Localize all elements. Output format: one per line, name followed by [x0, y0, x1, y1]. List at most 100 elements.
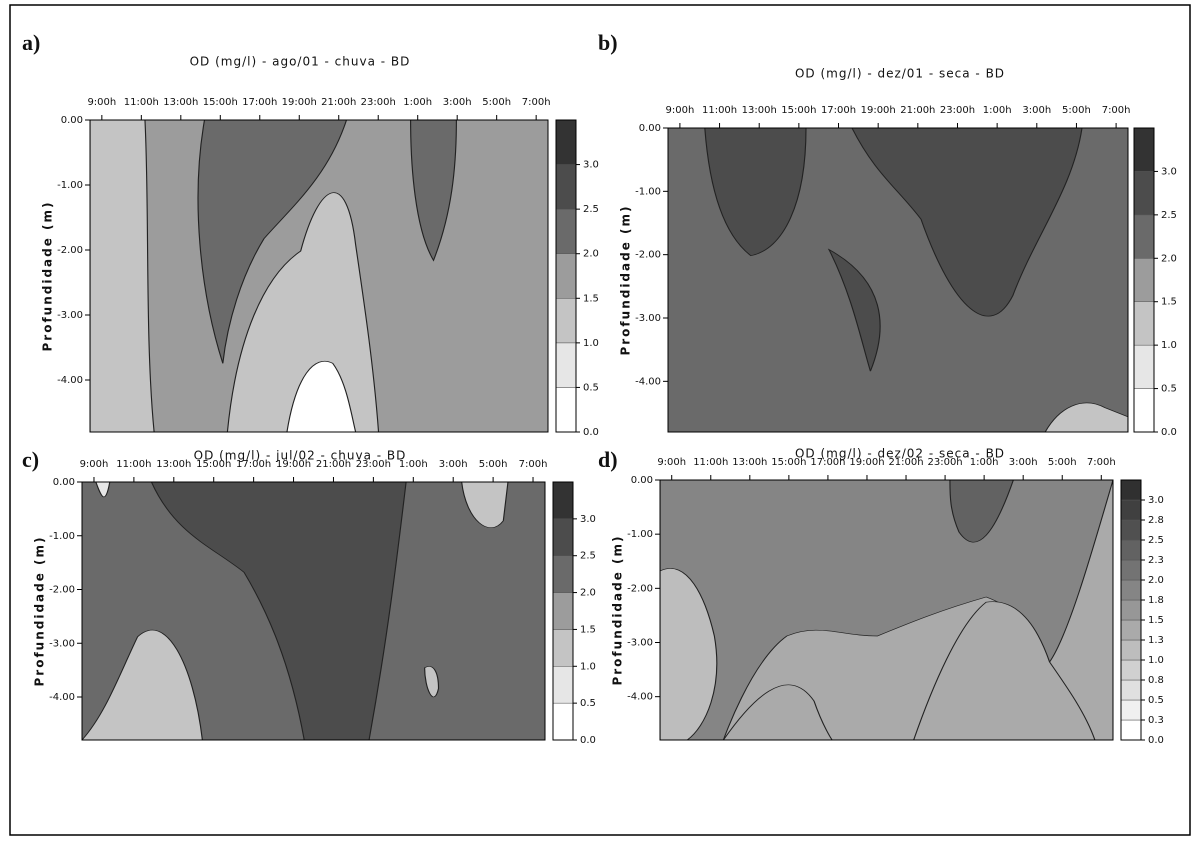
- y-tick-label: -4.00: [635, 376, 661, 387]
- x-tick-label: 15:00h: [781, 105, 816, 116]
- contour-region: [82, 629, 203, 740]
- chart-title: OD (mg/l) - jul/02 - chuva - BD: [194, 449, 407, 463]
- x-tick-label: 11:00h: [116, 459, 151, 470]
- y-tick-label: -3.00: [49, 638, 75, 649]
- contour-area: [82, 482, 545, 740]
- colorbar-band: [1133, 127, 1155, 172]
- colorbar-band: [555, 253, 577, 299]
- x-tick-label: 7:00h: [519, 459, 548, 470]
- x-tick-label: 21:00h: [888, 457, 923, 468]
- colorbar-band: [555, 164, 577, 210]
- y-tick-label: -1.00: [635, 186, 661, 197]
- contour-region: [286, 360, 357, 432]
- colorbar-tick-label: 2.3: [1148, 555, 1164, 566]
- colorbar-band: [1133, 344, 1155, 389]
- colorbar-frame: [552, 481, 574, 741]
- colorbar-band: [552, 481, 574, 520]
- contour-region: [1044, 402, 1128, 432]
- colorbar-tick-label: 2.5: [1148, 535, 1164, 546]
- x-tick-label: 1:00h: [970, 457, 999, 468]
- colorbar-band: [1120, 679, 1142, 701]
- colorbar-band: [555, 208, 577, 254]
- colorbar-tick-label: 0.5: [1148, 695, 1164, 706]
- colorbar-band: [552, 629, 574, 667]
- y-tick-label: -3.00: [57, 310, 83, 321]
- x-tick-label: 3:00h: [439, 459, 468, 470]
- x-tick-label: 7:00h: [1087, 457, 1116, 468]
- colorbar-band: [1133, 258, 1155, 302]
- colorbar-tick-label: 0.0: [583, 427, 599, 438]
- contour-region: [90, 120, 155, 432]
- colorbar-band: [555, 119, 577, 165]
- contour-shapes: [82, 482, 509, 740]
- colorbar-band: [1133, 171, 1155, 216]
- colorbar-band: [552, 666, 574, 704]
- x-tick-label: 5:00h: [482, 97, 511, 108]
- x-tick-label: 15:00h: [203, 97, 238, 108]
- colorbar-tick-label: 2.0: [580, 588, 596, 599]
- colorbar-band: [1120, 659, 1142, 681]
- x-tick-label: 17:00h: [821, 105, 856, 116]
- y-tick-label: -2.00: [635, 250, 661, 261]
- panel-label: b): [598, 30, 618, 55]
- x-tick-label: 5:00h: [1062, 105, 1091, 116]
- colorbar-tick-label: 2.0: [1161, 253, 1177, 264]
- contour-region: [424, 666, 440, 698]
- colorbar-tick-label: 2.5: [580, 551, 596, 562]
- colorbar-tick-label: 0.0: [580, 735, 596, 746]
- colorbar-band: [1120, 539, 1142, 561]
- y-tick-label: -2.00: [49, 585, 75, 596]
- colorbar-tick-label: 1.0: [580, 661, 596, 672]
- y-tick-label: -2.00: [57, 245, 83, 256]
- chart-title: OD (mg/l) - dez/01 - seca - BD: [795, 67, 1005, 81]
- colorbar-tick-label: 0.5: [580, 698, 596, 709]
- colorbar-tick-label: 3.0: [1148, 495, 1164, 506]
- x-tick-label: 19:00h: [861, 105, 896, 116]
- contour-shapes: [90, 120, 457, 432]
- colorbar-tick-label: 1.5: [1148, 615, 1164, 626]
- colorbar-tick-label: 2.5: [583, 204, 599, 215]
- plot-frame: [659, 479, 1114, 741]
- y-tick-label: -1.00: [49, 531, 75, 542]
- colorbar-frame: [1120, 479, 1142, 741]
- colorbar-band: [1120, 619, 1142, 641]
- colorbar-band: [1120, 479, 1142, 501]
- y-axis-label: Profundidade (m): [611, 534, 625, 685]
- plot-frame: [89, 119, 549, 433]
- contour-area: [668, 128, 1128, 432]
- colorbar-tick-label: 1.3: [1148, 635, 1164, 646]
- colorbar-tick-label: 1.5: [1161, 297, 1177, 308]
- colorbar-band: [552, 592, 574, 630]
- x-tick-label: 1:00h: [399, 459, 428, 470]
- panel-label: d): [598, 447, 618, 472]
- colorbar-band: [1120, 719, 1142, 741]
- y-axis-label: Profundidade (m): [33, 535, 47, 686]
- colorbar-band: [552, 555, 574, 593]
- colorbar-tick-label: 2.8: [1148, 515, 1164, 526]
- colorbar-tick-label: 0.5: [583, 382, 599, 393]
- contour-region: [722, 684, 833, 740]
- x-tick-label: 19:00h: [282, 97, 317, 108]
- colorbar-band: [1120, 519, 1142, 541]
- contour-region: [827, 248, 881, 372]
- x-tick-label: 5:00h: [479, 459, 508, 470]
- chart-title: OD (mg/l) - ago/01 - chuva - BD: [190, 55, 411, 69]
- contour-region: [704, 128, 807, 257]
- y-tick-label: -1.00: [627, 529, 653, 540]
- colorbar-band: [1133, 214, 1155, 259]
- contour-region: [226, 192, 380, 432]
- x-tick-label: 9:00h: [87, 97, 116, 108]
- contour-region: [660, 480, 1113, 740]
- contour-region: [410, 120, 457, 262]
- chart-title: OD (mg/l) - dez/02 - seca - BD: [795, 447, 1005, 461]
- x-tick-label: 23:00h: [356, 459, 391, 470]
- x-tick-label: 17:00h: [236, 459, 271, 470]
- colorbar-band: [552, 702, 574, 741]
- contour-shapes: [660, 480, 1113, 740]
- y-tick-label: -1.00: [57, 180, 83, 191]
- colorbar-band: [555, 387, 577, 433]
- colorbar-tick-label: 3.0: [1161, 166, 1177, 177]
- colorbar-frame: [1133, 127, 1155, 433]
- x-tick-label: 1:00h: [983, 105, 1012, 116]
